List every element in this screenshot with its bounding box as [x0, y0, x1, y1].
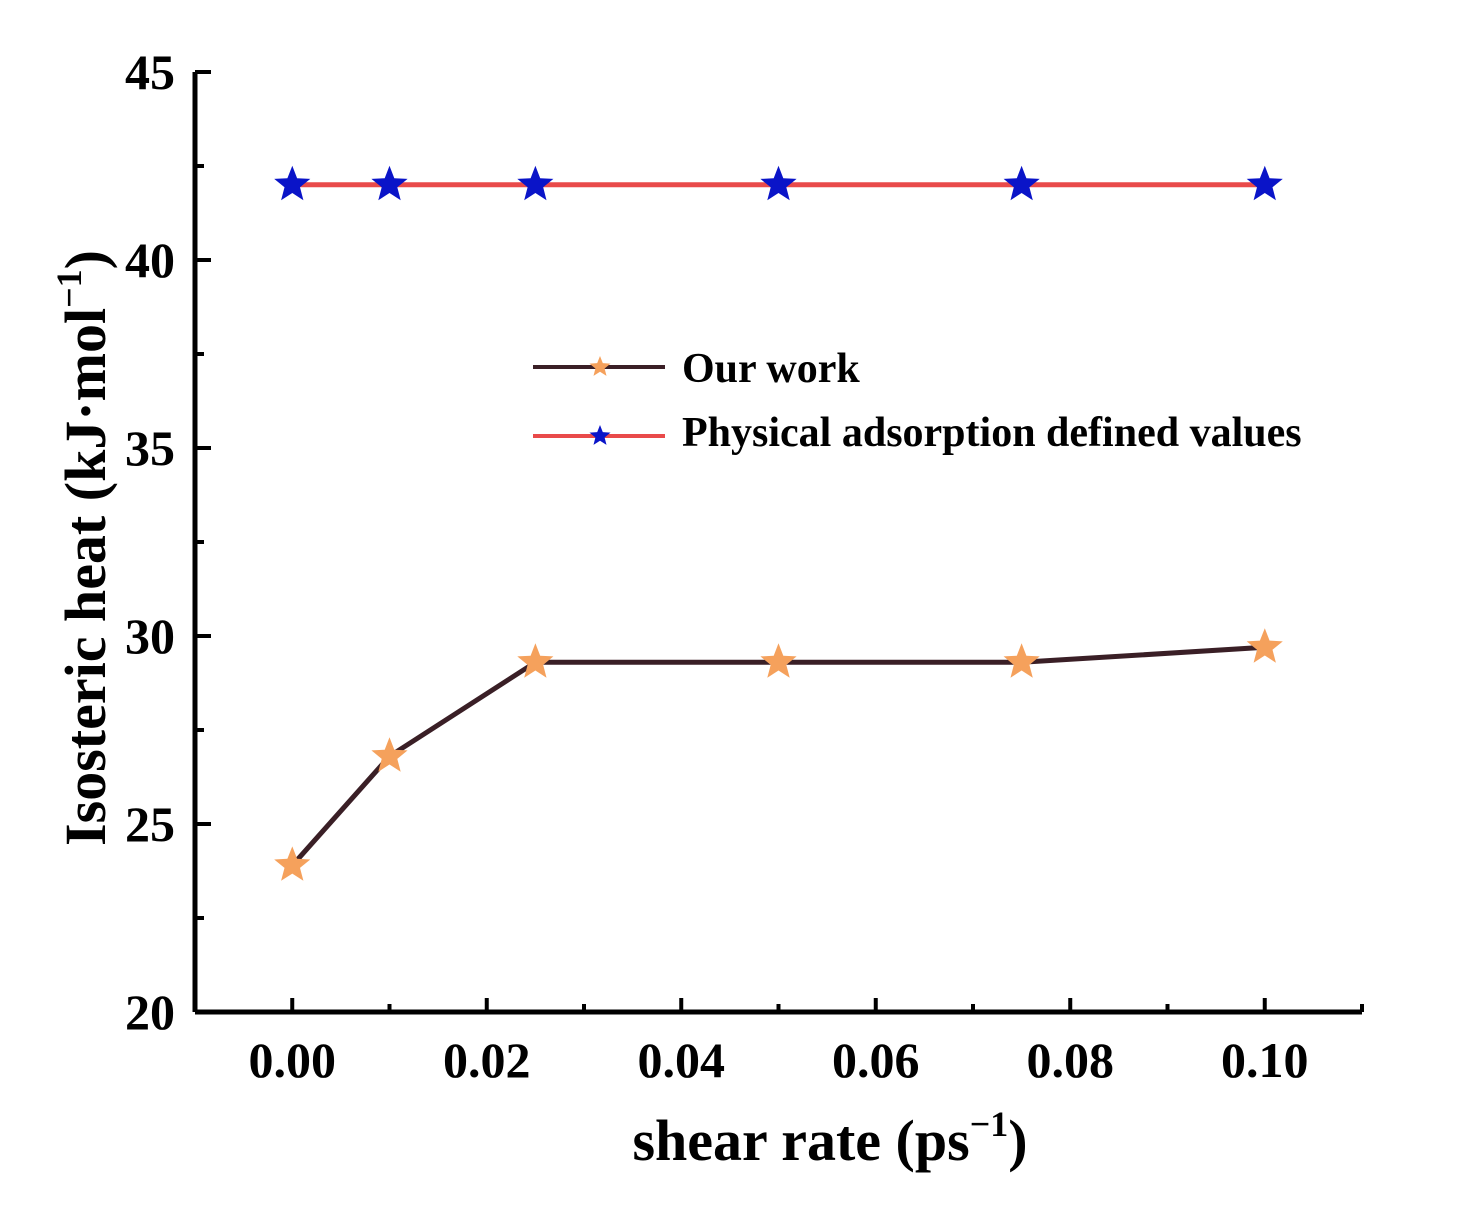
y-tick-label-1: 25: [125, 796, 175, 852]
series-1-point-4: [1003, 165, 1040, 201]
tick-labels: 0.00 0.02 0.04 0.06 0.08 0.10 20 25 30 35 40 45: [125, 44, 1309, 1088]
series-line-0: [290, 644, 1265, 868]
legend: Our work Physical adsorption defined val…: [533, 346, 1302, 456]
y-axis-title: Isosteric heat (kJ·mol−1): [49, 250, 118, 846]
legend-item-physical-adsorption: Physical adsorption defined values: [533, 410, 1302, 456]
x-tick-label-0: 0.00: [249, 1032, 337, 1088]
series-1-point-5: [1246, 165, 1283, 201]
series-0-point-0: [274, 846, 311, 881]
x-tick-label-3: 0.06: [832, 1032, 920, 1088]
legend-label-our-work: Our work: [682, 346, 860, 392]
series-0-point-1: [371, 737, 408, 772]
axis-ticks: [195, 70, 1364, 1014]
series-1-point-2: [517, 165, 554, 201]
x-tick-label-2: 0.04: [638, 1032, 726, 1088]
x-tick-label-5: 0.10: [1221, 1032, 1309, 1088]
y-tick-label-2: 30: [125, 608, 175, 664]
y-tick-label-5: 45: [125, 44, 175, 100]
series-0-point-4: [1003, 643, 1040, 678]
series-0-point-2: [517, 643, 554, 678]
series-0-point-5: [1246, 628, 1283, 663]
x-axis-title: shear rate (ps−1): [632, 1104, 1027, 1173]
legend-star-our-work-icon: [589, 356, 611, 376]
y-tick-label-4: 40: [125, 232, 175, 288]
series-0-point-3: [760, 643, 797, 678]
legend-item-our-work: Our work: [533, 346, 860, 392]
series-1-point-1: [371, 165, 408, 201]
x-tick-label-1: 0.02: [443, 1032, 531, 1088]
legend-star-physical-adsorption-icon: [589, 425, 611, 445]
series-1-point-3: [760, 165, 797, 201]
y-tick-label-0: 20: [125, 984, 175, 1040]
legend-label-physical-adsorption: Physical adsorption defined values: [682, 410, 1302, 456]
x-tick-label-4: 0.08: [1027, 1032, 1115, 1088]
y-tick-label-3: 35: [125, 420, 175, 476]
plot-series: [274, 165, 1283, 881]
series-1-point-0: [274, 165, 311, 201]
